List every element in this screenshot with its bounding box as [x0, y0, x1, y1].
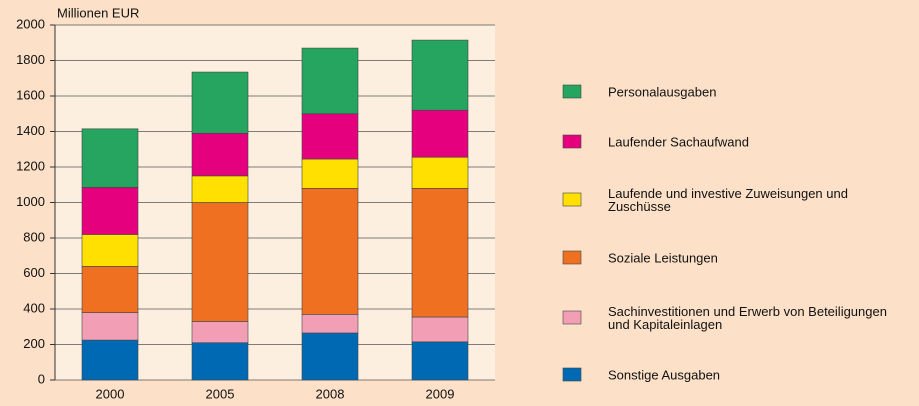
- y-tick-label: 800: [23, 229, 45, 244]
- legend-label: Laufende und investive Zuweisungen und Z…: [608, 186, 848, 214]
- bar-segment: [411, 341, 469, 381]
- bar-segment: [301, 158, 359, 189]
- y-tick-label: 0: [38, 371, 45, 386]
- bar-segment: [191, 71, 249, 134]
- bar-segment: [191, 175, 249, 203]
- x-tick-label: 2000: [96, 386, 125, 401]
- y-tick-label: 1800: [16, 52, 45, 67]
- bar-segment: [301, 188, 359, 315]
- bar-segment: [81, 312, 139, 341]
- bar-segment: [301, 47, 359, 115]
- legend-swatch: [562, 192, 582, 207]
- x-tick-label: 2009: [426, 386, 455, 401]
- bar-segment: [81, 266, 139, 313]
- bar-segment: [301, 332, 359, 381]
- y-tick-label: 1400: [16, 123, 45, 138]
- x-tick-label: 2008: [316, 386, 345, 401]
- legend-swatch: [562, 84, 582, 99]
- y-tick-label: 2000: [16, 16, 45, 31]
- bar-segment: [191, 321, 249, 344]
- y-axis-label: Millionen EUR: [57, 5, 139, 20]
- y-tick-label: 1000: [16, 194, 45, 209]
- legend-label: Soziale Leistungen: [608, 250, 718, 266]
- bar-segment: [81, 128, 139, 188]
- bar-segment: [411, 188, 469, 318]
- bar-segment: [191, 202, 249, 322]
- bar-segment: [301, 113, 359, 160]
- legend-label: Sachinvestitionen und Erwerb von Beteili…: [608, 304, 887, 332]
- bar-segment: [81, 339, 139, 381]
- legend-swatch: [562, 367, 582, 382]
- y-tick-label: 200: [23, 336, 45, 351]
- bar-segment: [411, 156, 469, 189]
- bar-segment: [81, 234, 139, 267]
- legend-swatch: [562, 250, 582, 265]
- bar-segment: [191, 342, 249, 381]
- y-tick-label: 400: [23, 300, 45, 315]
- legend-label: Laufender Sachaufwand: [608, 134, 749, 150]
- y-tick-label: 1600: [16, 87, 45, 102]
- legend-swatch: [562, 310, 582, 325]
- x-tick-label: 2005: [206, 386, 235, 401]
- y-tick-label: 1200: [16, 158, 45, 173]
- y-tick-label: 600: [23, 265, 45, 280]
- bar-segment: [411, 39, 469, 111]
- bar-segment: [191, 132, 249, 177]
- legend-swatch: [562, 134, 582, 149]
- legend-label: Personalausgaben: [608, 84, 717, 100]
- bar-segment: [81, 187, 139, 235]
- bar-segment: [301, 314, 359, 334]
- legend-label: Sonstige Ausgaben: [608, 367, 721, 383]
- bar-segment: [411, 316, 469, 343]
- bar-segment: [411, 109, 469, 158]
